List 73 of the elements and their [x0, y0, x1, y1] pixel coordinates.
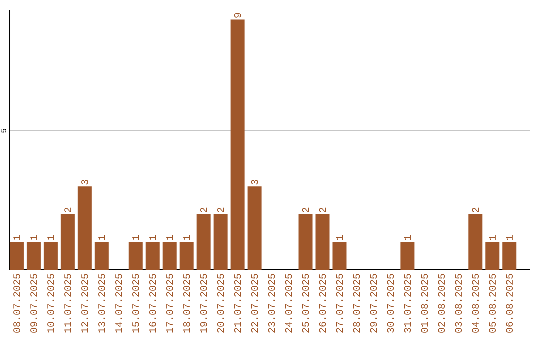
data-label: 1 [48, 235, 54, 240]
bar [502, 242, 517, 270]
data-label: 2 [302, 208, 310, 212]
data-label: 1 [336, 235, 344, 240]
data-label: 1 [166, 235, 174, 240]
data-label: 9 [234, 13, 242, 18]
bar [196, 214, 211, 270]
data-label: 3 [251, 180, 258, 185]
data-label: 1 [98, 235, 106, 240]
x-tick-label: 05.08.2025 [489, 274, 496, 333]
x-tick-label: 04.08.2025 [472, 274, 480, 333]
bar [60, 214, 75, 270]
bar [298, 214, 313, 270]
x-tick-label: 12.07.2025 [82, 274, 88, 333]
bar [486, 242, 500, 270]
x-tick-label: 02.08.2025 [438, 274, 446, 333]
x-tick-label: 21.07.2025 [234, 274, 242, 333]
bar [128, 242, 143, 270]
bar [180, 242, 194, 270]
data-label: 2 [319, 208, 326, 212]
x-tick-label: 20.07.2025 [217, 274, 224, 333]
data-label: 1 [132, 235, 140, 240]
data-label: 1 [506, 235, 513, 240]
bar [332, 242, 347, 270]
x-tick-label: 25.07.2025 [302, 274, 310, 333]
x-tick-label: 14.07.2025 [115, 274, 122, 333]
x-tick-label: 18.07.2025 [183, 274, 190, 333]
data-label: 1 [404, 235, 411, 240]
bar [230, 20, 245, 270]
x-tick-label: 22.07.2025 [251, 274, 258, 333]
data-label: 1 [489, 235, 496, 240]
x-tick-label: 26.07.2025 [319, 274, 326, 333]
bar [78, 186, 92, 270]
x-tick-label: 09.07.2025 [30, 274, 38, 333]
bar [10, 242, 24, 270]
bar [468, 214, 483, 270]
data-label: 2 [472, 208, 479, 212]
data-label: 1 [14, 235, 20, 240]
x-tick-label: 15.07.2025 [132, 274, 140, 333]
x-tick-label: 27.07.2025 [336, 274, 344, 333]
x-tick-label: 28.07.2025 [353, 274, 360, 333]
bar [44, 242, 58, 270]
x-tick-label: 11.07.2025 [64, 274, 72, 333]
data-label: 2 [217, 208, 224, 212]
bar [214, 214, 228, 270]
data-label: 1 [184, 235, 190, 240]
bar [26, 242, 41, 270]
x-tick-label: 06.08.2025 [506, 274, 514, 333]
x-tick-label: 10.07.2025 [48, 274, 54, 333]
data-label: 1 [150, 235, 156, 240]
x-tick-label: 16.07.2025 [149, 274, 156, 333]
x-tick-label: 01.08.2025 [421, 274, 428, 333]
x-tick-label: 23.07.2025 [268, 274, 276, 333]
bar [248, 186, 262, 270]
bar [162, 242, 177, 270]
bar [316, 214, 330, 270]
x-tick-label: 13.07.2025 [98, 274, 106, 333]
bar [146, 242, 160, 270]
x-tick-label: 03.08.2025 [455, 274, 462, 333]
data-label: 1 [30, 235, 38, 240]
x-tick-label: 30.07.2025 [387, 274, 394, 333]
x-tick-label: 29.07.2025 [370, 274, 378, 333]
x-tick-label: 24.07.2025 [285, 274, 292, 333]
bar [400, 242, 415, 270]
data-label: 3 [82, 180, 88, 185]
x-tick-label: 31.07.2025 [404, 274, 412, 333]
data-label: 2 [64, 208, 72, 212]
x-tick-label: 08.07.2025 [14, 274, 20, 333]
bar [94, 242, 109, 270]
x-tick-label: 19.07.2025 [200, 274, 208, 333]
x-tick-label: 17.07.2025 [166, 274, 174, 333]
data-label: 2 [200, 208, 208, 212]
y-tick-label: 5 [1, 129, 6, 133]
